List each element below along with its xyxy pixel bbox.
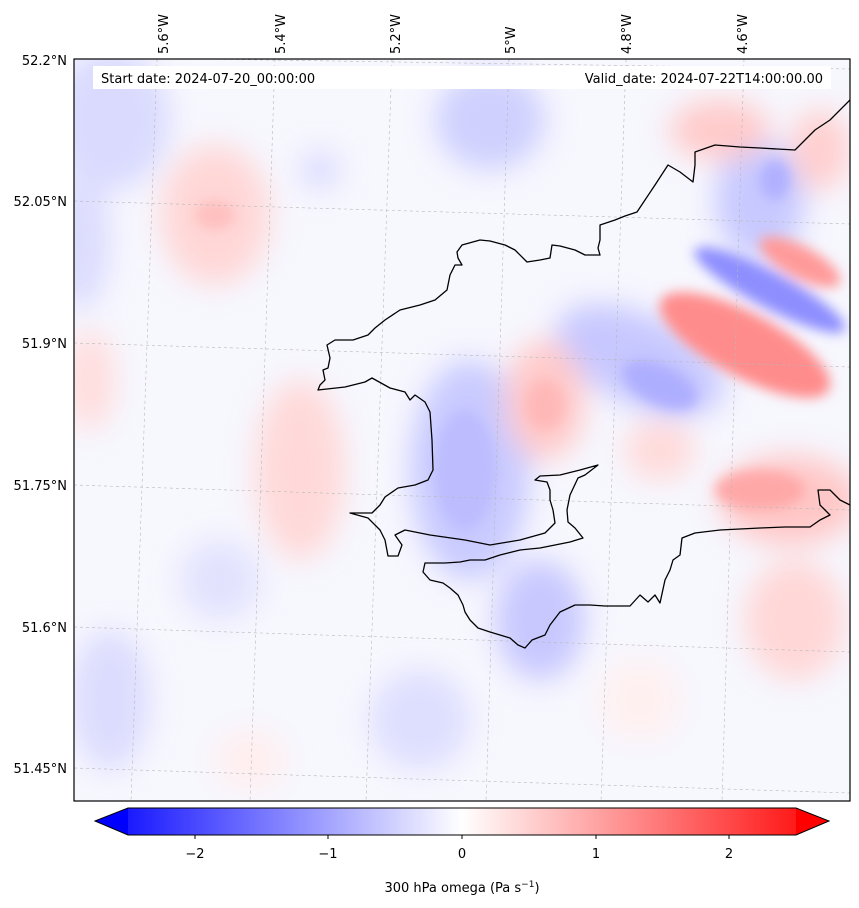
map-frame xyxy=(73,58,851,802)
date-header-background xyxy=(93,66,831,89)
colorbar-extend-low xyxy=(95,808,128,835)
lat-label-52-05n: 52.05°N xyxy=(14,195,67,210)
colorbar: −2 −1 0 1 2 300 hPa omega (Pa s−1) xyxy=(93,807,831,896)
map-panel: Start date: 2024-07-20_00:00:00 Valid_da… xyxy=(73,58,851,802)
omega-field xyxy=(74,59,850,790)
valid-date-label: Valid_date: 2024-07-22T14:00:00.00 xyxy=(585,72,823,87)
start-date-label: Start date: 2024-07-20_00:00:00 xyxy=(101,72,315,87)
lat-label-51-75n: 51.75°N xyxy=(14,479,67,494)
lon-label-4-8w: 4.8°W xyxy=(620,14,635,54)
latitude-labels: 52.2°N 52.05°N 51.9°N 51.75°N 51.6°N 51.… xyxy=(14,54,67,777)
colorbar-tick-0: 0 xyxy=(458,847,466,862)
gridlines xyxy=(74,59,850,801)
lon-label-5-6w: 5.6°W xyxy=(157,14,172,54)
lat-label-52-2n: 52.2°N xyxy=(22,54,67,69)
colorbar-extend-high xyxy=(796,808,829,835)
lat-label-51-9n: 51.9°N xyxy=(22,337,67,352)
lon-label-5-2w: 5.2°W xyxy=(389,14,404,54)
colorbar-tick-2: 2 xyxy=(725,847,733,862)
lon-label-5w: 5°W xyxy=(504,26,519,54)
lon-label-5-4w: 5.4°W xyxy=(274,14,289,54)
colorbar-tick-1: 1 xyxy=(592,847,600,862)
colorbar-body xyxy=(128,808,796,835)
colorbar-ticks xyxy=(194,835,730,839)
coastline xyxy=(317,99,850,649)
colorbar-tick-neg1: −1 xyxy=(318,847,337,862)
colorbar-outline xyxy=(93,807,831,836)
colorbar-tick-neg2: −2 xyxy=(185,847,204,862)
longitude-labels: 5.6°W 5.4°W 5.2°W 5°W 4.8°W 4.6°W xyxy=(157,14,751,54)
colorbar-label: 300 hPa omega (Pa s−1) xyxy=(384,880,539,896)
lat-label-51-6n: 51.6°N xyxy=(22,621,67,636)
lat-label-51-45n: 51.45°N xyxy=(14,762,67,777)
lon-label-4-6w: 4.6°W xyxy=(736,14,751,54)
date-header: Start date: 2024-07-20_00:00:00 Valid_da… xyxy=(93,66,831,89)
